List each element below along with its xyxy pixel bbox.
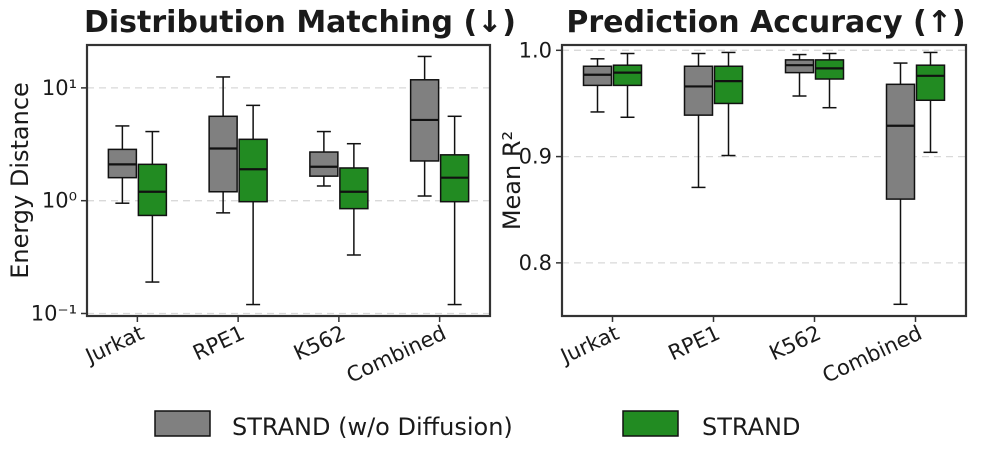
- box-strand-combined: [915, 51, 946, 154]
- y-tick-label-1: 10⁰: [42, 189, 77, 213]
- y-tick-label-2: 10¹: [42, 76, 77, 100]
- y-axis-label: Energy Distance: [6, 82, 34, 279]
- plot-frame: [560, 43, 968, 318]
- box-without-diffusion-combined: [409, 55, 440, 197]
- box-without-diffusion-k562: [784, 53, 815, 97]
- box-without-diffusion-jurkat: [582, 58, 613, 113]
- box-without-diffusion-rpe1: [208, 76, 238, 214]
- y-tick-label-2: 1.0: [519, 38, 552, 62]
- y-axis-label: Mean R²: [498, 131, 526, 230]
- box-without-diffusion-jurkat: [107, 125, 138, 204]
- box-body: [339, 167, 369, 210]
- x-tick-label-combined: Combined: [343, 321, 450, 388]
- box-strand-k562: [814, 52, 845, 109]
- legend-swatch-without-diffusion: [154, 410, 211, 437]
- x-tick-label-k562: K562: [766, 321, 825, 366]
- box-without-diffusion-rpe1: [683, 52, 714, 189]
- plot-frame: [85, 43, 492, 318]
- box-body: [915, 64, 946, 102]
- box-without-diffusion-k562: [309, 130, 339, 187]
- box-strand-jurkat: [137, 130, 168, 283]
- y-tick-label-0: 0.8: [519, 251, 552, 275]
- box-body: [713, 65, 744, 105]
- box-without-diffusion-combined: [885, 62, 916, 306]
- box-body: [238, 138, 268, 203]
- x-tick-label-k562: K562: [290, 321, 349, 366]
- legend: STRAND (w/o Diffusion) STRAND: [154, 410, 800, 441]
- x-tick-label-jurkat: Jurkat: [80, 321, 147, 369]
- legend-swatch-strand: [622, 410, 679, 437]
- x-tick-label-jurkat: Jurkat: [555, 321, 622, 369]
- y-tick-label-0: 10⁻¹: [31, 301, 77, 325]
- x-tick-label-rpe1: RPE1: [189, 321, 248, 366]
- box-body: [885, 83, 916, 200]
- y-tick-label-1: 0.9: [519, 145, 552, 169]
- panel-title: Prediction Accuracy (↑): [566, 5, 965, 40]
- panel-title: Distribution Matching (↓): [84, 5, 516, 40]
- box-strand-jurkat: [612, 52, 643, 119]
- box-body: [208, 115, 238, 193]
- box-body: [309, 151, 339, 177]
- legend-label-without-diffusion: STRAND (w/o Diffusion): [232, 413, 513, 441]
- box-strand-combined: [439, 115, 470, 306]
- box-strand-k562: [339, 142, 369, 256]
- legend-label-strand: STRAND: [702, 413, 800, 441]
- box-strand-rpe1: [238, 104, 268, 306]
- box-body: [683, 65, 714, 116]
- box-strand-rpe1: [713, 51, 744, 157]
- x-tick-label-combined: Combined: [819, 321, 926, 388]
- x-tick-label-rpe1: RPE1: [665, 321, 724, 366]
- box-body: [612, 64, 643, 87]
- box-body: [137, 163, 168, 217]
